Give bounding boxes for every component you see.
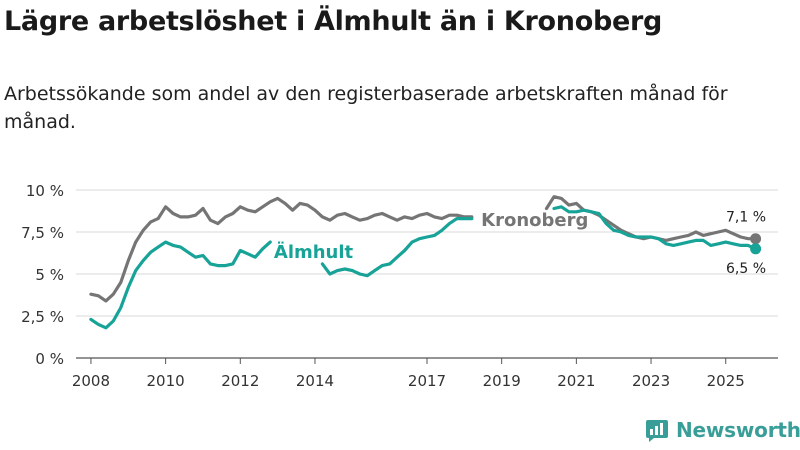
series-label-kronoberg: Kronoberg <box>481 210 588 231</box>
grid <box>76 189 778 359</box>
x-tick-label: 2008 <box>72 372 110 390</box>
end-point-kronoberg <box>750 233 762 245</box>
chart-subtitle: Arbetssökande som andel av den registerb… <box>4 83 728 133</box>
x-tick-label: 2025 <box>707 372 745 390</box>
end-label-almhult: 6,5 % <box>726 261 766 277</box>
x-tick-label: 2014 <box>296 372 334 390</box>
y-tick-label: 0 % <box>35 350 64 368</box>
x-tick-label: 2023 <box>632 372 670 390</box>
series-line-kronoberg <box>89 195 758 303</box>
brand-name: Newsworthy <box>676 418 800 442</box>
y-tick-label: 2,5 % <box>21 308 64 326</box>
end-label-kronoberg: 7,1 % <box>726 210 766 226</box>
brand[interactable]: Newsworthy <box>645 418 800 442</box>
end-point-almhult <box>750 243 762 255</box>
y-axis: 0 % 2,5 % 5 % 7,5 % 10 % <box>21 182 64 368</box>
x-tick-label: 2010 <box>147 372 185 390</box>
x-axis: 2008 2010 2012 2014 2017 2019 2021 2023 2025 <box>72 358 745 390</box>
x-tick-label: 2017 <box>408 372 446 390</box>
series-layer <box>89 195 762 330</box>
x-tick-label: 2021 <box>557 372 595 390</box>
y-tick-label: 7,5 % <box>21 224 64 242</box>
y-tick-label: 10 % <box>26 182 64 200</box>
newsworthy-logo-icon <box>646 420 668 442</box>
y-tick-label: 5 % <box>35 266 64 284</box>
series-line-almhult <box>89 205 758 330</box>
x-tick-label: 2019 <box>483 372 521 390</box>
label-layer: 7,1 % 6,5 % Kronoberg Älmhult <box>272 208 766 277</box>
chart-title: Lägre arbetslöshet i Älmhult än i Kronob… <box>4 6 663 37</box>
x-tick-label: 2012 <box>221 372 259 390</box>
series-label-almhult: Älmhult <box>274 241 354 263</box>
